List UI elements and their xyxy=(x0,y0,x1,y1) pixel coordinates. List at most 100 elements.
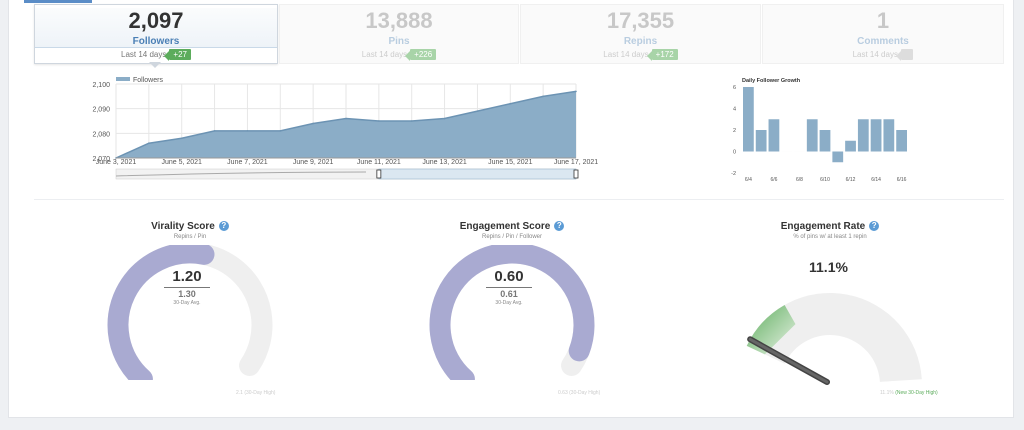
engagement-rate-title-text: Engagement Rate xyxy=(780,221,866,232)
stat-delta-badge: +27 xyxy=(164,49,191,61)
virality-gauge xyxy=(107,245,273,380)
growth-bar xyxy=(755,130,767,152)
followers-point xyxy=(410,120,413,122)
navigator-selection xyxy=(378,168,577,180)
followers-point xyxy=(509,102,512,105)
engagement-rate-subtitle: % of pins w/ at least 1 repin xyxy=(793,234,867,240)
engagement-value: 0.60 xyxy=(494,268,524,285)
virality-subtitle: Repins / Pin xyxy=(173,234,207,240)
bar-chart-title: Daily Follower Growth xyxy=(742,78,801,84)
dashboard-panel xyxy=(8,0,1014,418)
y-tick-label: 0 xyxy=(733,150,736,156)
gauge-fill xyxy=(107,245,215,380)
stat-label: Pins xyxy=(388,36,410,47)
engagement-rate-value: 11.1% xyxy=(809,259,848,275)
followers-point xyxy=(476,110,479,112)
engagement-score-title: Engagement Score? xyxy=(422,221,602,232)
stat-value: 17,355 xyxy=(606,8,675,33)
growth-bar xyxy=(806,119,818,152)
stat-period-text: Last 14 days xyxy=(852,50,898,59)
engagement-rate-gauge xyxy=(746,293,922,385)
followers-point xyxy=(345,117,347,120)
y-tick-label: 6 xyxy=(733,85,736,91)
help-icon[interactable]: ? xyxy=(554,221,565,231)
engagement-avg-label: 30-Day Avg. xyxy=(495,300,523,306)
followers-point xyxy=(180,137,183,140)
engagement-high: 0.63 (30-Day High) xyxy=(558,390,601,396)
stat-value: 1 xyxy=(876,8,890,33)
stat-period-text: Last 14 days xyxy=(361,50,408,59)
engagement-avg: 0.61 xyxy=(500,289,518,299)
virality-avg: 1.30 xyxy=(178,289,196,299)
growth-bar xyxy=(870,119,882,152)
top-tab-indicator xyxy=(24,0,92,3)
help-icon[interactable]: ? xyxy=(869,221,880,231)
y-tick-label: 2,070 xyxy=(92,156,110,163)
engagement-title-text: Engagement Score xyxy=(459,221,551,232)
y-tick-label: -2 xyxy=(731,171,736,177)
followers-point xyxy=(443,117,446,120)
stat-value: 13,888 xyxy=(365,8,433,33)
stat-tab-followers[interactable]: 2,097 Followers Last 14 days +27 xyxy=(34,4,278,64)
growth-bar xyxy=(857,119,869,152)
help-icon[interactable]: ? xyxy=(218,221,229,231)
growth-bar xyxy=(819,130,831,152)
x-tick-label: June 9, 2021 xyxy=(293,159,334,166)
gauge-fill xyxy=(429,245,595,380)
engagement-rate-title: Engagement Rate? xyxy=(740,221,920,232)
followers-point xyxy=(542,95,544,98)
section-divider xyxy=(34,199,1004,200)
virality-value: 1.20 xyxy=(172,268,202,285)
x-tick-label: 6/8 xyxy=(796,177,803,183)
y-tick-label: 2,100 xyxy=(92,82,110,89)
x-tick-label: June 7, 2021 xyxy=(227,159,268,166)
stat-period: Last 14 days 0 xyxy=(763,49,1003,61)
virality-values: 1.20 1.30 30-Day Avg. xyxy=(158,268,216,306)
navigator-handle xyxy=(573,169,579,179)
stat-label: Comments xyxy=(857,36,909,47)
x-tick-label: 6/14 xyxy=(871,177,881,183)
engagement-rate-high-note: (New 30-Day High) xyxy=(895,390,938,396)
y-tick-label: 2,080 xyxy=(92,131,110,138)
stat-tab-repins[interactable]: 17,355 Repins Last 14 days +172 xyxy=(520,4,761,64)
virality-avg-label: 30-Day Avg. xyxy=(173,300,201,306)
x-tick-label: June 13, 2021 xyxy=(422,159,466,166)
stat-tab-pins[interactable]: 13,888 Pins Last 14 days +226 xyxy=(279,4,519,64)
virality-high: 2.1 (30-Day High) xyxy=(236,390,276,396)
x-tick-label: June 11, 2021 xyxy=(357,159,401,166)
growth-bar xyxy=(768,119,780,152)
stat-period: Last 14 days +172 xyxy=(521,49,760,61)
stat-delta-badge: +172 xyxy=(646,49,678,61)
followers-point xyxy=(378,120,380,122)
followers-point xyxy=(246,130,249,132)
growth-bar xyxy=(845,140,856,152)
x-tick-label: 6/16 xyxy=(897,177,907,183)
followers-point xyxy=(148,142,150,144)
active-tab-pointer xyxy=(149,62,161,68)
followers-area-chart: 2,070 2,080 2,090 2,100 June 3, 2021 June 5, … xyxy=(92,77,598,180)
value-divider xyxy=(486,287,532,288)
growth-bar xyxy=(896,130,907,152)
legend-swatch xyxy=(116,77,130,81)
engagement-subtitle: Repins / Pin / Follower xyxy=(481,234,543,240)
growth-bar xyxy=(832,151,844,163)
engagement-rate-high-value: 11.1% xyxy=(880,390,894,396)
stat-delta-badge: 0 xyxy=(895,49,914,61)
followers-point xyxy=(213,130,216,132)
stat-tab-comments[interactable]: 1 Comments Last 14 days 0 xyxy=(762,4,1004,64)
y-tick-label: 2,090 xyxy=(92,107,110,114)
x-tick-label: June 15, 2021 xyxy=(488,159,532,166)
value-divider xyxy=(164,287,210,288)
y-tick-label: 4 xyxy=(733,107,736,113)
stat-delta-badge: +226 xyxy=(405,49,437,61)
stat-label: Repins xyxy=(623,36,658,47)
x-tick-label: June 5, 2021 xyxy=(161,159,202,166)
navigator-handle xyxy=(376,169,382,179)
engagement-rate-high: 11.1% (New 30-Day High) xyxy=(880,390,938,396)
x-tick-label: 6/6 xyxy=(770,177,777,183)
engagement-gauge xyxy=(429,245,595,380)
x-tick-label: June 17, 2021 xyxy=(554,159,598,166)
virality-title-text: Virality Score xyxy=(151,221,215,232)
rate-gauge-band xyxy=(746,293,922,382)
stat-value: 2,097 xyxy=(128,8,184,33)
